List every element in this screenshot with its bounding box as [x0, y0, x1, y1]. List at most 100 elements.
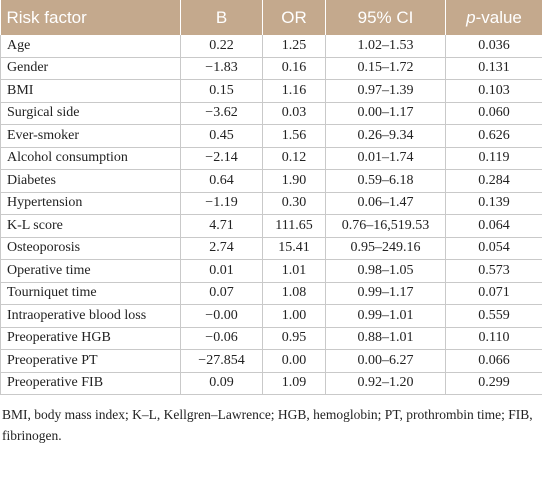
table-cell: 0.626 [445, 124, 542, 148]
table-cell: 0.99–1.17 [325, 282, 446, 305]
table-cell: 0.03 [262, 102, 326, 125]
table-row: Osteoporosis 2.74 15.41 0.95–249.16 0.054 [0, 237, 542, 260]
table-cell: Intraoperative blood loss [0, 304, 181, 328]
table-cell: 0.299 [445, 372, 542, 395]
table-cell: 0.131 [445, 57, 542, 80]
table-cell: 2.74 [180, 237, 263, 260]
table-cell: 15.41 [262, 237, 326, 260]
table-cell: 1.00 [262, 304, 326, 328]
table-cell: 1.09 [262, 372, 326, 395]
table-cell: 1.25 [262, 35, 326, 58]
table-cell: 0.45 [180, 124, 263, 148]
column-header: 95% CI [325, 0, 446, 35]
table-cell: 0.95–249.16 [325, 237, 446, 260]
header-row: Risk factor B OR 95% CI p-value [0, 0, 542, 35]
table-cell: 0.92–1.20 [325, 372, 446, 395]
table-cell: Gender [0, 57, 181, 80]
table-cell: 0.64 [180, 169, 263, 193]
table-cell: 1.01 [262, 259, 326, 283]
table-row: Hypertension −1.19 0.30 0.06–1.47 0.139 [0, 192, 542, 215]
table-cell: 0.59–6.18 [325, 169, 446, 193]
table-cell: Osteoporosis [0, 237, 181, 260]
table-cell: 0.88–1.01 [325, 327, 446, 350]
data-table: Risk factor B OR 95% CI p-value Age 0.22 1.25 1… [0, 0, 542, 395]
table-cell: 0.01 [180, 259, 263, 283]
table-row: Diabetes 0.64 1.90 0.59–6.18 0.284 [0, 169, 542, 193]
table-cell: −0.06 [180, 327, 263, 350]
table-cell: Operative time [0, 259, 181, 283]
table-cell: Diabetes [0, 169, 181, 193]
table-cell: 111.65 [262, 214, 326, 238]
table-cell: 0.06–1.47 [325, 192, 446, 215]
table-cell: Surgical side [0, 102, 181, 125]
table-cell: 0.15–1.72 [325, 57, 446, 80]
table-row: Age 0.22 1.25 1.02–1.53 0.036 [0, 35, 542, 58]
table-cell: 0.036 [445, 35, 542, 58]
table-cell: 1.56 [262, 124, 326, 148]
column-header: B [180, 0, 263, 35]
table-cell: 0.01–1.74 [325, 147, 446, 170]
table-cell: 0.573 [445, 259, 542, 283]
table-cell: 0.26–9.34 [325, 124, 446, 148]
table-row: Preoperative HGB −0.06 0.95 0.88–1.01 0.110 [0, 327, 542, 350]
table-row: BMI 0.15 1.16 0.97–1.39 0.103 [0, 79, 542, 103]
table-cell: BMI [0, 79, 181, 103]
table-cell: 0.119 [445, 147, 542, 170]
table-cell: −0.00 [180, 304, 263, 328]
table-cell: 0.00–1.17 [325, 102, 446, 125]
table-row: Tourniquet time 0.07 1.08 0.99–1.17 0.071 [0, 282, 542, 305]
table-cell: 0.064 [445, 214, 542, 238]
table-cell: 0.00–6.27 [325, 349, 446, 373]
table-row: Preoperative PT −27.854 0.00 0.00–6.27 0.066 [0, 349, 542, 373]
table-cell: −1.83 [180, 57, 263, 80]
table-cell: 0.30 [262, 192, 326, 215]
table-cell: Ever-smoker [0, 124, 181, 148]
table-cell: Preoperative HGB [0, 327, 181, 350]
table-cell: Preoperative FIB [0, 372, 181, 395]
table-cell: Hypertension [0, 192, 181, 215]
table-cell: 0.139 [445, 192, 542, 215]
table-cell: 1.02–1.53 [325, 35, 446, 58]
table-row: K-L score 4.71 111.65 0.76–16,519.53 0.064 [0, 214, 542, 238]
table-cell: Alcohol consumption [0, 147, 181, 170]
table-row: Surgical side −3.62 0.03 0.00–1.17 0.060 [0, 102, 542, 125]
table-cell: 0.00 [262, 349, 326, 373]
table-row: Ever-smoker 0.45 1.56 0.26–9.34 0.626 [0, 124, 542, 148]
table-cell: −1.19 [180, 192, 263, 215]
table-cell: 0.09 [180, 372, 263, 395]
table-cell: 0.284 [445, 169, 542, 193]
column-header: p-value [445, 0, 542, 35]
table-cell: 0.054 [445, 237, 542, 260]
table-cell: 0.07 [180, 282, 263, 305]
table-cell: 0.15 [180, 79, 263, 103]
table-cell: 0.12 [262, 147, 326, 170]
column-header: OR [262, 0, 326, 35]
table-cell: 0.060 [445, 102, 542, 125]
table-cell: 0.559 [445, 304, 542, 328]
table-cell: 0.22 [180, 35, 263, 58]
table-cell: 0.99–1.01 [325, 304, 446, 328]
table-cell: 4.71 [180, 214, 263, 238]
footnote: BMI, body mass index; K–L, Kellgren–Lawr… [2, 407, 533, 443]
table-cell: K-L score [0, 214, 181, 238]
table-cell: 0.76–16,519.53 [325, 214, 446, 238]
table-row: Alcohol consumption −2.14 0.12 0.01–1.74 0.1… [0, 147, 542, 170]
table-body: Age 0.22 1.25 1.02–1.53 0.036 Gender −1.83 0.16… [0, 35, 542, 395]
table-cell: 0.16 [262, 57, 326, 80]
table-cell: −3.62 [180, 102, 263, 125]
table-cell: −27.854 [180, 349, 263, 373]
column-header: Risk factor [0, 0, 181, 35]
table-cell: 1.16 [262, 79, 326, 103]
table-cell: 0.98–1.05 [325, 259, 446, 283]
table-cell: −2.14 [180, 147, 263, 170]
table-row: Gender −1.83 0.16 0.15–1.72 0.131 [0, 57, 542, 80]
table-row: Preoperative FIB 0.09 1.09 0.92–1.20 0.299 [0, 372, 542, 395]
table-cell: Preoperative PT [0, 349, 181, 373]
table-cell: 1.90 [262, 169, 326, 193]
table-cell: 0.110 [445, 327, 542, 350]
table-cell: Age [0, 35, 181, 58]
table-cell: 1.08 [262, 282, 326, 305]
table-row: Intraoperative blood loss −0.00 1.00 0.99–1… [0, 304, 542, 328]
table-cell: Tourniquet time [0, 282, 181, 305]
